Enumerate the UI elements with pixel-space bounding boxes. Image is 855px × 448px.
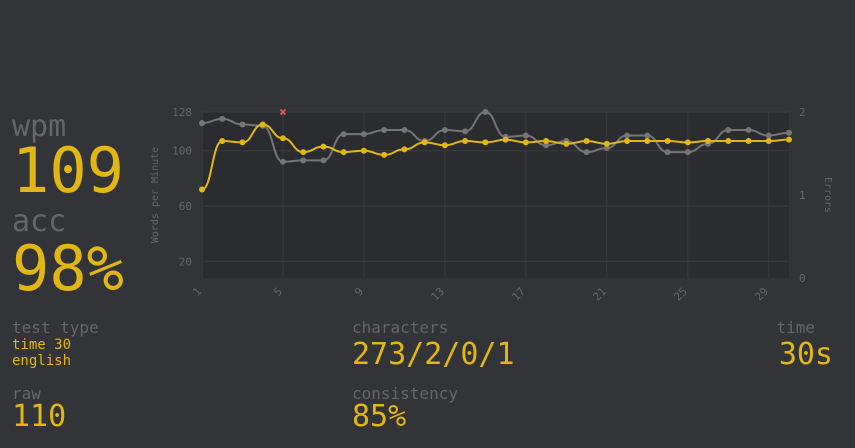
raw-point — [664, 149, 671, 156]
raw-point — [239, 121, 246, 128]
raw-point — [199, 120, 205, 127]
raw-point — [624, 132, 631, 139]
raw-point — [219, 115, 226, 122]
x-tick-label: 9 — [352, 285, 366, 299]
wpm-point — [644, 138, 651, 145]
raw-point — [300, 157, 307, 164]
characters-value: 273/2/0/1 — [352, 337, 515, 372]
raw-point — [381, 126, 388, 133]
raw-point — [360, 131, 367, 138]
time-value: 30s — [778, 337, 833, 372]
time-label: time — [776, 318, 815, 337]
wpm-point — [705, 138, 712, 145]
x-tick-label: 1 — [190, 285, 204, 299]
x-tick-label: 13 — [428, 285, 447, 304]
raw-point — [603, 144, 610, 151]
raw-point — [320, 157, 327, 164]
consistency-value: 85% — [352, 399, 407, 434]
raw-label: raw — [12, 384, 41, 403]
y-tick-label: 100 — [172, 145, 192, 158]
raw-point — [583, 149, 590, 156]
wpm-point — [624, 138, 631, 145]
raw-point — [745, 126, 752, 133]
wpm-point — [745, 138, 752, 145]
wpm-point — [421, 139, 428, 146]
test-type-label: test type — [12, 318, 99, 337]
wpm-point — [401, 146, 408, 153]
raw-value: 110 — [12, 399, 67, 434]
raw-point — [543, 142, 550, 149]
y-tick-label: 128 — [172, 106, 192, 119]
y-right-tick-label: 1 — [799, 189, 806, 202]
acc-label: acc — [12, 204, 67, 239]
wpm-point — [786, 136, 792, 143]
raw-point — [482, 109, 489, 115]
y-tick-label: 60 — [179, 200, 192, 213]
raw-point — [401, 126, 408, 133]
raw-point — [441, 126, 448, 133]
raw-point — [462, 128, 469, 135]
x-tick-label: 5 — [271, 285, 285, 299]
raw-point — [725, 126, 732, 133]
wpm-value: 109 — [12, 134, 124, 207]
y-right-tick-label: 2 — [799, 106, 806, 119]
wpm-point — [381, 151, 388, 158]
wpm-point — [239, 139, 246, 146]
wpm-point — [684, 139, 691, 146]
plot-area — [202, 112, 789, 278]
wpm-chart: 20 60 100 128 1 5 9 13 17 21 25 29 0 1 2 Words per Minu… — [150, 106, 833, 304]
wpm-point — [482, 139, 489, 146]
wpm-point — [199, 186, 205, 193]
wpm-point — [725, 138, 732, 145]
raw-point — [644, 132, 651, 139]
wpm-point — [502, 136, 509, 143]
wpm-point — [360, 147, 367, 154]
y-tick-label: 20 — [179, 255, 192, 268]
test-type-mode: time 30 — [12, 337, 72, 353]
test-type-language: english — [12, 353, 72, 369]
wpm-point — [765, 138, 772, 145]
characters-label: characters — [352, 318, 449, 337]
wpm-point — [441, 142, 448, 149]
error-marker — [279, 108, 287, 116]
raw-point — [684, 149, 691, 156]
wpm-point — [664, 138, 671, 145]
acc-value: 98% — [12, 232, 124, 305]
wpm-point — [219, 138, 226, 145]
y-axis-title: Words per Minute — [150, 147, 161, 243]
x-tick-label: 17 — [509, 285, 528, 304]
raw-point — [786, 129, 792, 136]
y-right-tick-label: 0 — [799, 272, 806, 285]
wpm-label: wpm — [12, 109, 67, 144]
wpm-point — [603, 140, 610, 147]
wpm-point — [462, 138, 469, 145]
wpm-point — [320, 143, 327, 150]
raw-point — [279, 158, 286, 165]
wpm-point — [340, 149, 347, 156]
x-tick-label: 25 — [671, 285, 690, 304]
wpm-point — [563, 140, 570, 147]
wpm-point — [300, 149, 307, 156]
raw-point — [340, 131, 347, 138]
raw-point — [765, 132, 772, 139]
raw-point — [522, 132, 529, 139]
wpm-point — [522, 139, 529, 146]
wpm-point — [259, 121, 266, 128]
x-tick-label: 21 — [590, 285, 609, 304]
wpm-point — [279, 135, 286, 142]
x-tick-label: 29 — [752, 285, 771, 304]
wpm-point — [543, 138, 550, 145]
y-right-axis-title: Errors — [822, 177, 833, 213]
consistency-label: consistency — [352, 384, 458, 403]
wpm-point — [583, 138, 590, 145]
